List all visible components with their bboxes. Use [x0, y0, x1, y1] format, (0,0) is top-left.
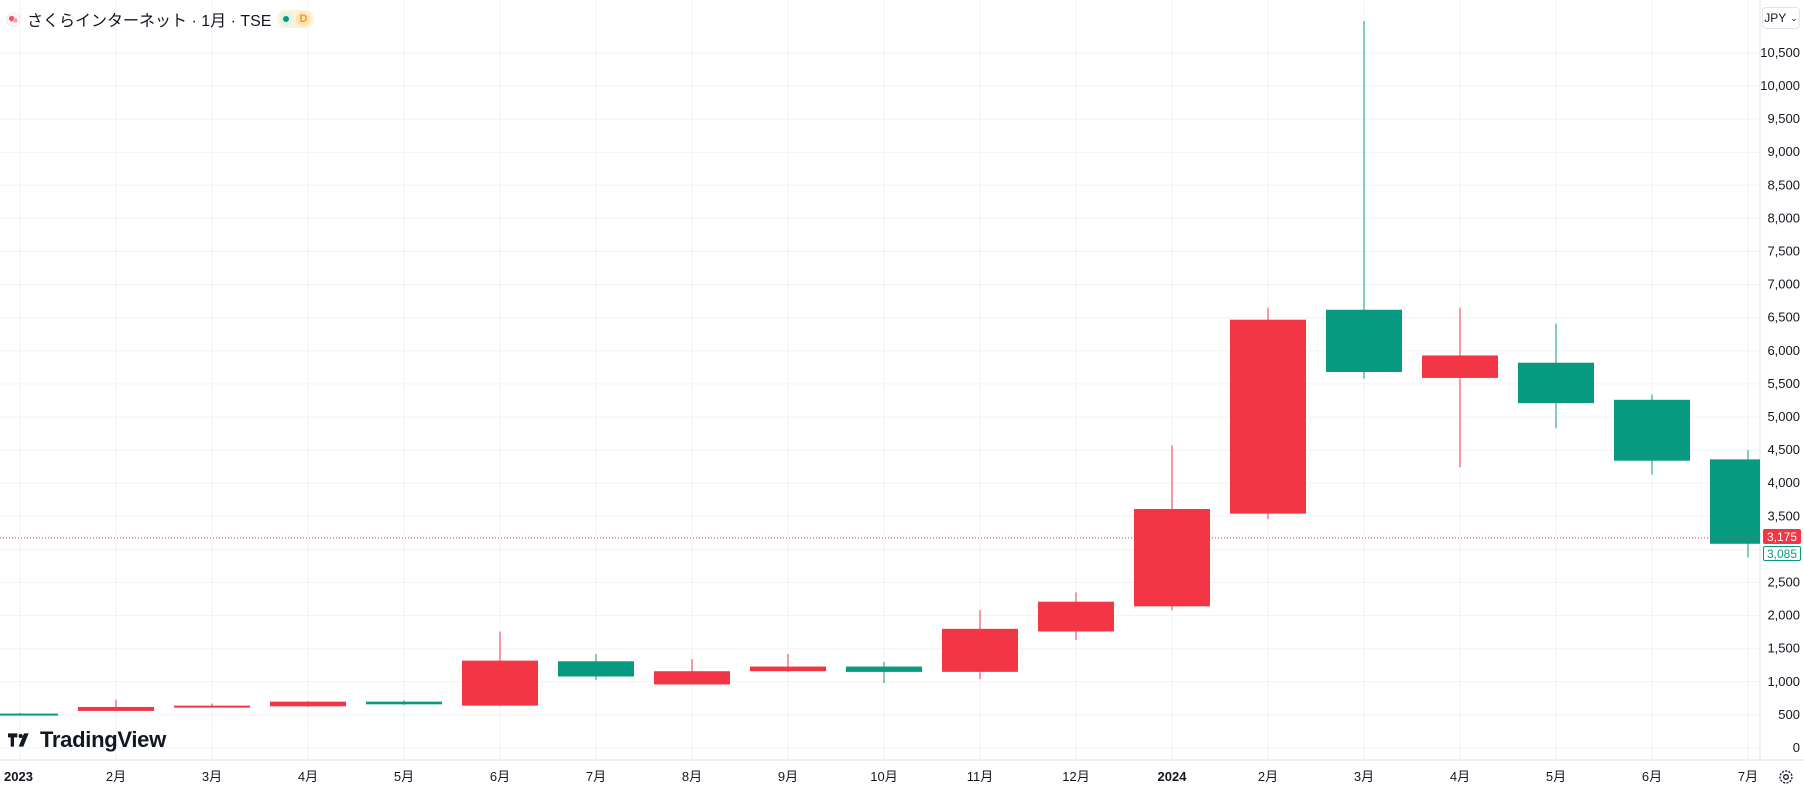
- candle: [1230, 307, 1306, 519]
- x-tick-label: 5月: [1546, 769, 1566, 784]
- sakura-logo-icon: [6, 11, 21, 27]
- y-tick-label: 10,500: [1760, 45, 1800, 60]
- candle: [462, 631, 538, 707]
- currency-selector[interactable]: JPY ⌄: [1762, 7, 1800, 29]
- y-tick-label: 6,000: [1767, 343, 1800, 358]
- y-tick-label: 4,500: [1767, 442, 1800, 457]
- open-price-label: 3,085: [1763, 546, 1801, 561]
- y-tick-label: 8,500: [1767, 177, 1800, 192]
- y-tick-label: 0: [1793, 740, 1800, 755]
- candle-body: [174, 705, 250, 708]
- candle-body: [1038, 601, 1114, 632]
- candle: [1710, 450, 1760, 558]
- price-axis[interactable]: 0 500 1,000 1,500 2,000 2,500 3,500 4,000 4,500 5…: [1760, 45, 1800, 755]
- x-tick-label: 7月: [1738, 769, 1758, 784]
- symbol-title[interactable]: さくらインターネット · 1月 · TSE: [27, 13, 272, 30]
- y-tick-label: 6,500: [1767, 310, 1800, 325]
- candle: [1518, 323, 1594, 429]
- logo-text: TradingView: [40, 727, 166, 752]
- currency-label: JPY: [1764, 11, 1787, 25]
- x-tick-label: 9月: [778, 769, 798, 784]
- settings-gear-icon[interactable]: [1777, 768, 1795, 786]
- candle-body: [0, 713, 58, 716]
- y-tick-label: 2,500: [1767, 575, 1800, 590]
- candle-body: [750, 666, 826, 672]
- market-open-dot-icon: [280, 13, 293, 25]
- candle-body: [1326, 309, 1402, 372]
- candle: [1038, 592, 1114, 641]
- candle-body: [846, 666, 922, 672]
- tradingview-logo-icon: [8, 733, 29, 747]
- candle-body: [1422, 355, 1498, 378]
- candle-body: [1134, 509, 1210, 607]
- candle-body: [558, 661, 634, 677]
- x-tick-label: 12月: [1062, 769, 1089, 784]
- y-tick-label: 2,000: [1767, 608, 1800, 623]
- y-tick-label: 8,000: [1767, 210, 1800, 225]
- candle: [0, 712, 58, 716]
- x-tick-label: 7月: [586, 769, 606, 784]
- y-tick-label: 5,000: [1767, 409, 1800, 424]
- candle: [78, 699, 154, 711]
- candle: [1134, 445, 1210, 611]
- candle-body: [1518, 362, 1594, 404]
- y-tick-label: 1,500: [1767, 641, 1800, 656]
- y-tick-label: 5,500: [1767, 376, 1800, 391]
- candle: [1614, 394, 1690, 475]
- x-tick-label: 4月: [298, 769, 318, 784]
- delayed-badge: D: [296, 12, 311, 26]
- candle: [558, 653, 634, 680]
- candle: [174, 703, 250, 708]
- candle: [942, 610, 1018, 680]
- y-tick-label: 1,000: [1767, 674, 1800, 689]
- x-tick-label: 2023: [4, 769, 33, 784]
- candle: [1326, 21, 1402, 379]
- x-tick-label: 2月: [1258, 769, 1278, 784]
- candle: [750, 653, 826, 672]
- y-tick-label: 9,000: [1767, 144, 1800, 159]
- candle: [654, 659, 730, 685]
- candle-body: [462, 660, 538, 706]
- x-tick-label: 10月: [870, 769, 897, 784]
- candles: [0, 21, 1760, 716]
- y-tick-label: 3,500: [1767, 508, 1800, 523]
- candle-body: [366, 701, 442, 705]
- x-tick-label: 6月: [490, 769, 510, 784]
- candle: [366, 700, 442, 705]
- chart-header: さくらインターネット · 1月 · TSE D: [6, 8, 315, 30]
- candle: [1422, 307, 1498, 468]
- x-tick-label: 11月: [967, 769, 994, 784]
- y-tick-label: 10,000: [1760, 78, 1800, 93]
- x-tick-label: 2024: [1158, 769, 1188, 784]
- last-price-label: 3,175: [1763, 529, 1801, 544]
- x-tick-label: 4月: [1450, 769, 1470, 784]
- candle-body: [270, 701, 346, 707]
- candle: [846, 661, 922, 684]
- y-tick-label: 7,000: [1767, 277, 1800, 292]
- x-tick-label: 2月: [106, 769, 126, 784]
- tradingview-logo[interactable]: TradingView: [8, 727, 166, 753]
- y-tick-label: 7,500: [1767, 244, 1800, 259]
- candle: [270, 700, 346, 707]
- y-tick-label: 4,000: [1767, 475, 1800, 490]
- candle-body: [1710, 459, 1760, 544]
- y-tick-label: 500: [1778, 707, 1800, 722]
- candle-body: [1230, 319, 1306, 514]
- market-status-badge[interactable]: D: [277, 10, 315, 28]
- x-tick-label: 8月: [682, 769, 702, 784]
- x-tick-label: 5月: [394, 769, 414, 784]
- candle-body: [942, 628, 1018, 672]
- x-tick-label: 3月: [1354, 769, 1374, 784]
- candle-body: [1614, 399, 1690, 461]
- candle-body: [78, 706, 154, 711]
- x-tick-label: 3月: [202, 769, 222, 784]
- grid-lines: [0, 0, 1804, 761]
- x-tick-label: 6月: [1642, 769, 1662, 784]
- candle-body: [654, 671, 730, 685]
- chevron-down-icon: ⌄: [1790, 12, 1798, 23]
- y-tick-label: 9,500: [1767, 111, 1800, 126]
- time-axis[interactable]: 2023 2月 3月 4月 5月 6月 7月 8月 9月 10月 11月 12月 2024 2月 3月 4月 5…: [4, 769, 1758, 784]
